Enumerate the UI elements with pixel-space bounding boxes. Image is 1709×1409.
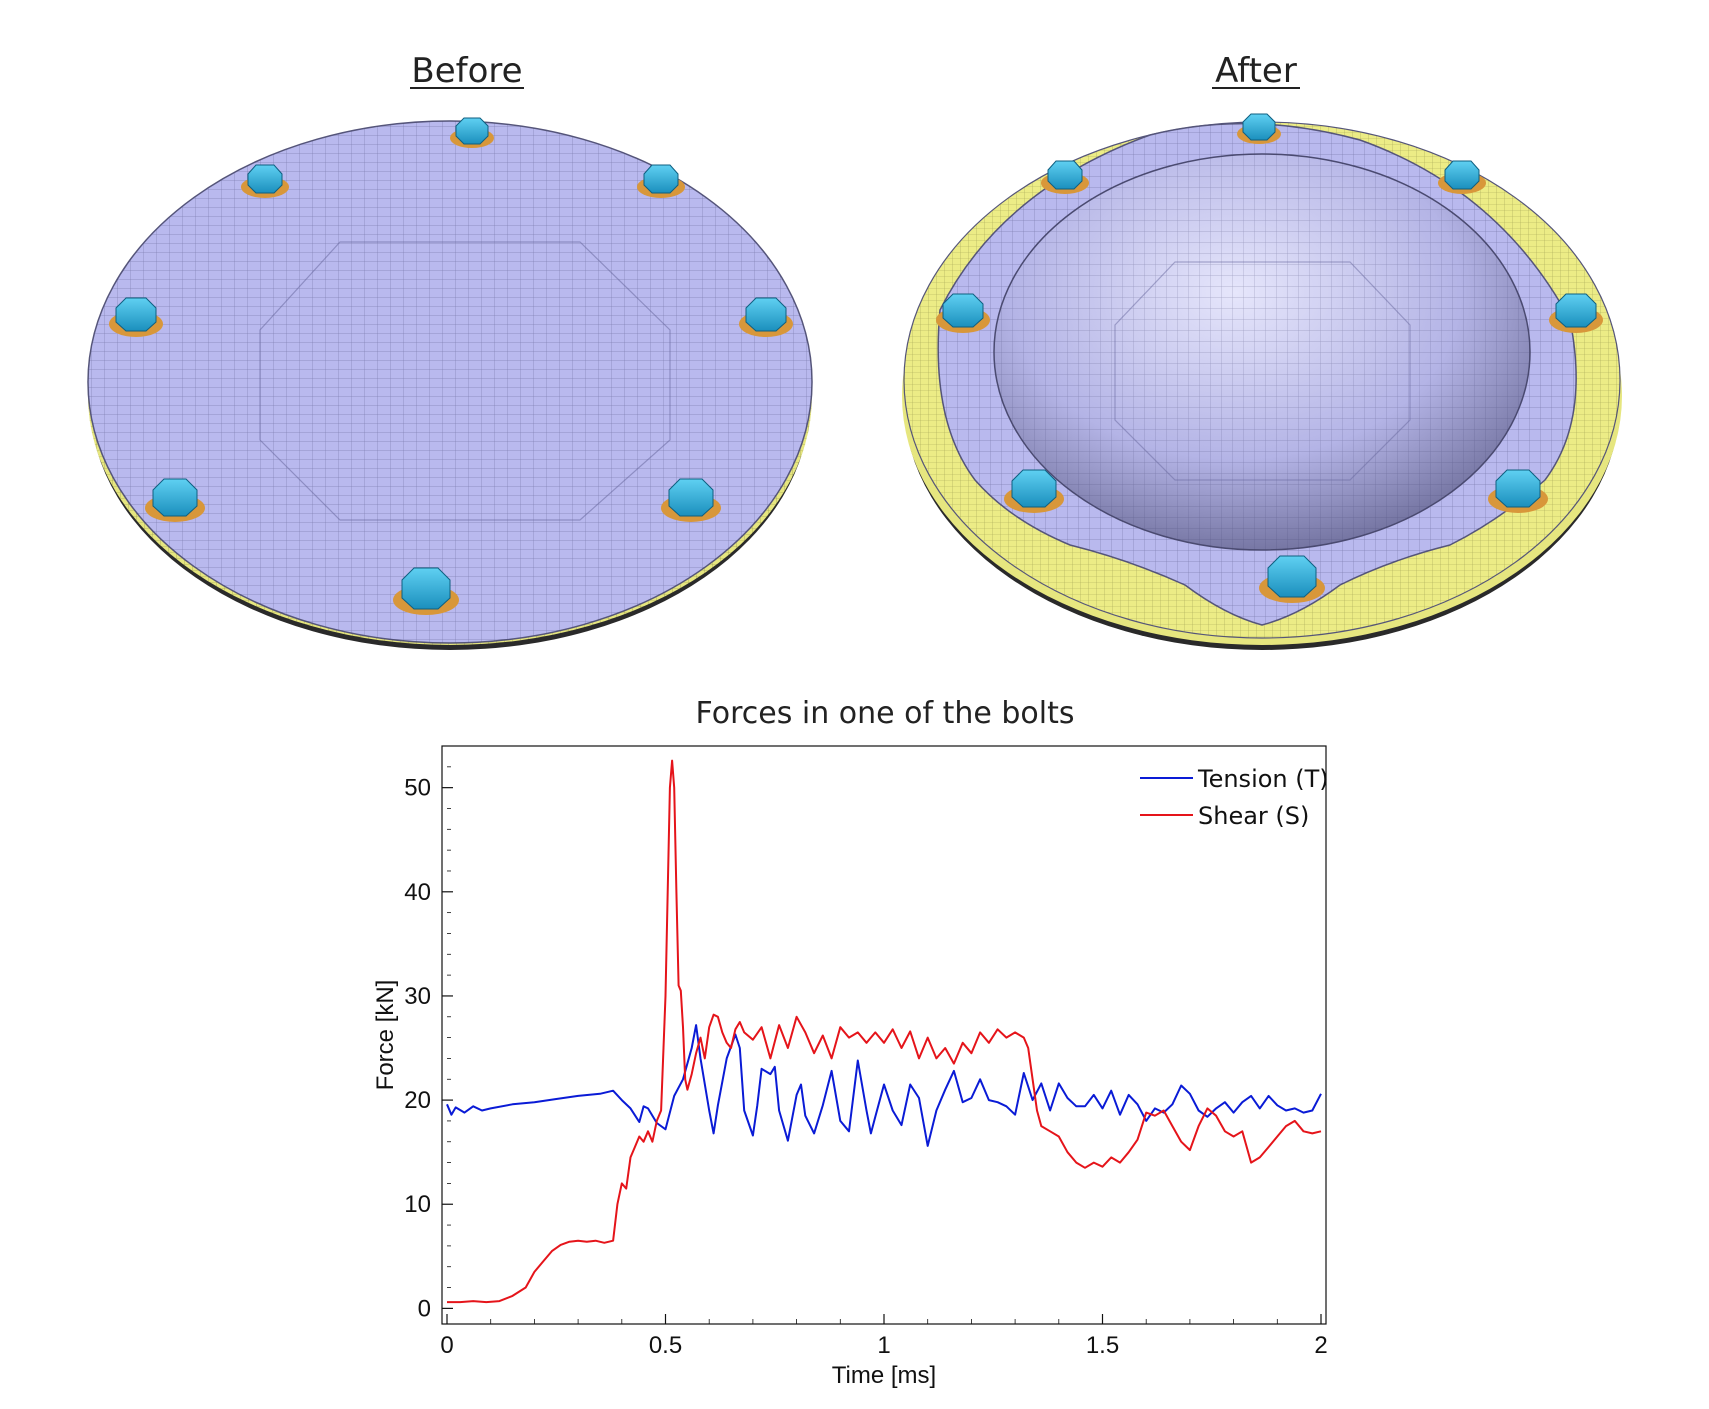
bolt-icon [1438,160,1486,194]
before-bolts [109,117,793,615]
x-axis: 0 0.5 1 1.5 2 [440,1314,1328,1359]
series-line-0 [446,1024,1322,1147]
x-tick-label: 0.5 [649,1332,682,1359]
force-chart: Forces in one of the bolts 0 0.5 1 1.5 2 0 10… [372,696,1329,1389]
legend-label: Shear (S) [1198,802,1309,830]
legend-label: Tension (T) [1197,765,1329,793]
y-tick-label: 0 [418,1295,431,1322]
y-tick-label: 20 [404,1087,431,1114]
bolt-icon [241,164,289,198]
before-plate [87,120,813,650]
before-panel: Before [87,51,813,650]
y-axis-label: Force [kN] [372,980,399,1091]
bolt-icon [1237,113,1281,144]
y-tick-label: 10 [404,1191,431,1218]
series-layer [446,759,1322,1304]
x-tick-label: 1 [877,1332,890,1359]
bolt-icon [109,297,163,337]
y-tick-label: 50 [404,775,431,802]
bolt-icon [1041,160,1089,194]
before-label: Before [411,51,522,91]
after-label: After [1215,51,1297,91]
bolt-icon [1488,469,1548,513]
bolt-icon [450,117,494,148]
chart-legend: Tension (T) Shear (S) [1140,765,1329,830]
after-plate [902,121,1622,650]
bolt-icon [1549,293,1603,333]
bolt-icon [1004,469,1064,513]
y-tick-label: 40 [404,879,431,906]
x-tick-label: 0 [440,1332,453,1359]
chart-title: Forces in one of the bolts [696,696,1075,731]
x-tick-label: 2 [1314,1332,1327,1359]
plot-frame [441,745,1327,1325]
bolt-icon [1259,555,1325,603]
bolt-icon [661,478,721,522]
series-line-1 [447,759,1322,1304]
bolt-icon [145,478,205,522]
after-bolts [936,113,1603,603]
after-panel: After [902,51,1622,650]
bolt-icon [936,293,990,333]
bolt-icon [739,297,793,337]
bolt-icon [393,567,459,615]
x-tick-label: 1.5 [1086,1332,1119,1359]
y-axis: 0 10 20 30 40 50 [404,766,453,1322]
bolt-icon [637,164,685,198]
y-tick-label: 30 [404,983,431,1010]
x-axis-label: Time [ms] [832,1362,936,1389]
